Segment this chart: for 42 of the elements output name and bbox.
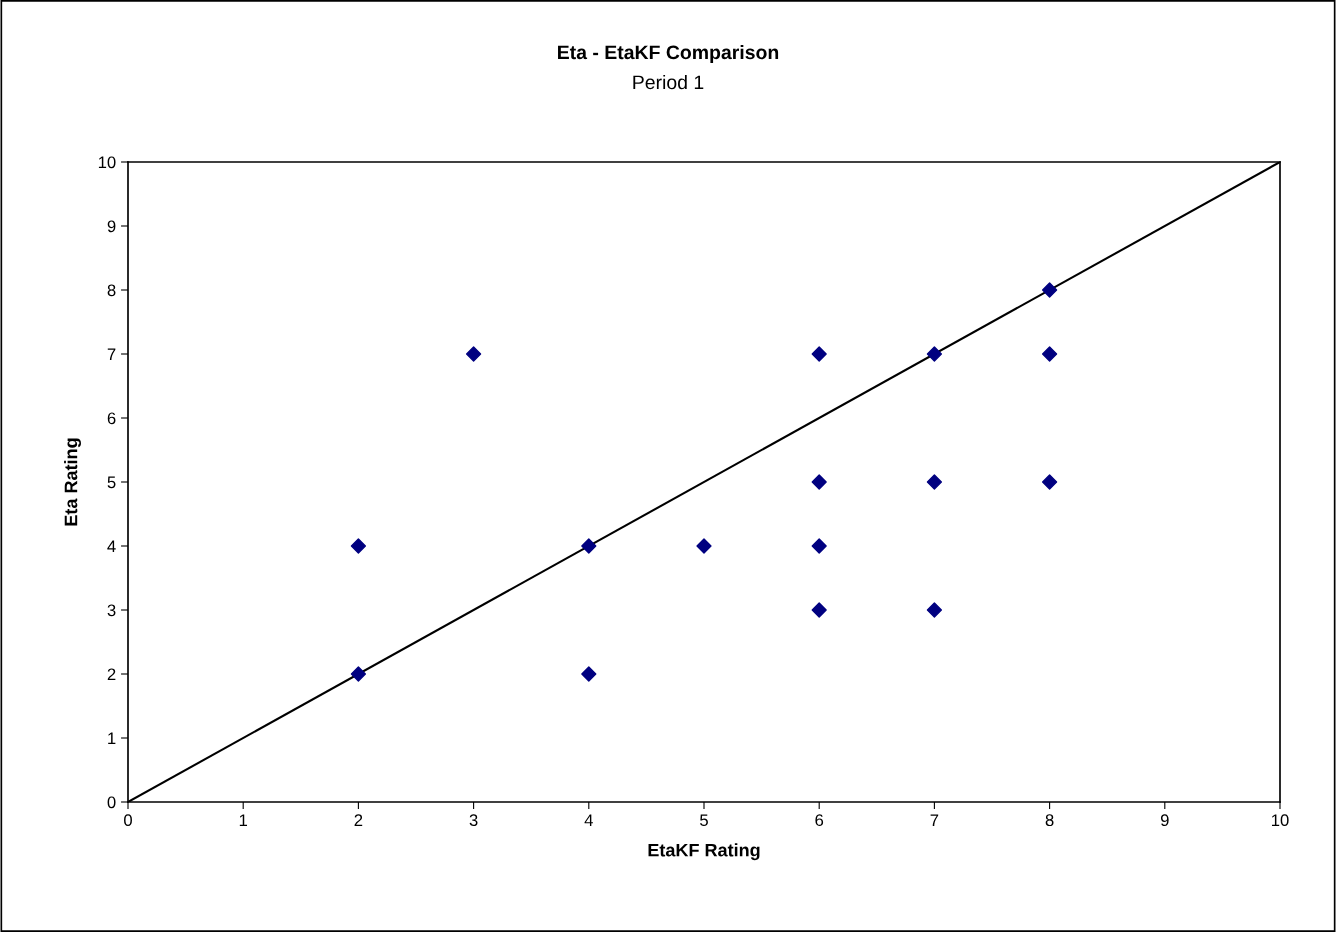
point xyxy=(465,346,482,362)
point xyxy=(581,666,597,682)
point xyxy=(1041,474,1058,490)
point xyxy=(581,538,597,554)
x-tick-label: 10 xyxy=(1272,814,1289,827)
y-tick-label: 9 xyxy=(107,220,116,233)
chart-subtitle: Period 1 xyxy=(633,74,704,90)
x-tick-label: 6 xyxy=(815,814,824,827)
x-tick-label: 0 xyxy=(124,814,132,827)
y-tick-label: 10 xyxy=(98,156,116,169)
x-tick-label: 7 xyxy=(930,814,939,826)
y-axis-title: Eta Rating xyxy=(64,438,81,526)
x-tick-label: 2 xyxy=(354,814,363,826)
y-tick-label: 5 xyxy=(107,476,116,489)
point xyxy=(811,346,827,362)
point xyxy=(1041,282,1058,298)
y-tick-label: 7 xyxy=(107,348,116,361)
x-tick-label: 9 xyxy=(1160,814,1169,827)
point xyxy=(811,602,827,618)
x-tick-label: 1 xyxy=(239,814,248,826)
point xyxy=(926,474,943,490)
y-tick-label: 0 xyxy=(107,796,116,809)
point xyxy=(350,666,367,682)
point xyxy=(696,538,712,554)
y-tick-label: 6 xyxy=(107,412,116,425)
x-tick-label: 5 xyxy=(700,814,708,827)
x-tick-label: 4 xyxy=(584,814,593,826)
y-tick-label: 1 xyxy=(108,732,116,745)
y-tick-label: 8 xyxy=(107,284,116,297)
point xyxy=(926,346,943,362)
y-tick-label: 4 xyxy=(107,540,116,553)
point xyxy=(811,538,827,554)
x-axis-title: EtaKF Rating xyxy=(648,843,760,861)
point xyxy=(926,602,943,618)
y-tick-label: 2 xyxy=(107,668,116,681)
y-tick-label: 3 xyxy=(107,604,116,617)
x-tick-label: 8 xyxy=(1045,814,1054,827)
point xyxy=(811,474,827,490)
chart-title: Eta - EtaKF Comparison xyxy=(558,44,779,64)
x-tick-label: 3 xyxy=(469,814,478,827)
point xyxy=(350,538,367,554)
point xyxy=(1041,346,1058,362)
